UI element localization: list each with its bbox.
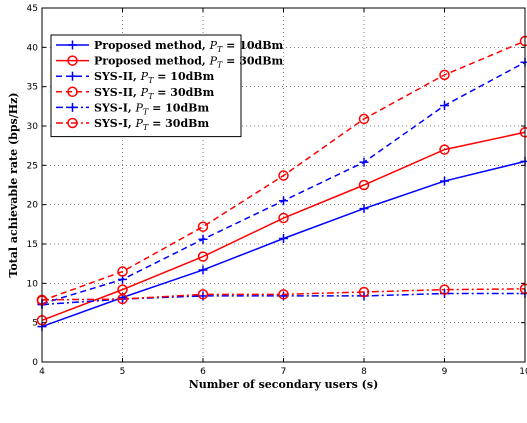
- data-point: [197, 251, 209, 262]
- x-tick-label: 4: [39, 367, 45, 377]
- data-point: [278, 170, 289, 181]
- data-point: [359, 204, 369, 214]
- data-point: [279, 196, 288, 206]
- data-point: [279, 233, 288, 243]
- legend-marker: [67, 117, 78, 129]
- data-point: [198, 265, 208, 275]
- y-axis-label: Total achievable rate (bps/Hz): [7, 92, 20, 277]
- data-point: [519, 35, 527, 47]
- legend-marker: [67, 55, 78, 66]
- legend-label: SYS-II, PT = 30dBm: [94, 86, 215, 101]
- x-axis-label: Number of secondary users (s): [189, 378, 379, 391]
- legend-marker: [68, 40, 77, 50]
- legend-item: Proposed method, PT = 30dBm: [56, 55, 283, 70]
- data-point: [278, 289, 289, 300]
- series-line: [41, 131, 526, 322]
- y-tick-label: 20: [27, 201, 39, 211]
- legend-label: Proposed method, PT = 30dBm: [94, 55, 283, 70]
- y-tick-label: 30: [27, 122, 39, 132]
- legend-item: SYS-I, PT = 10dBm: [56, 101, 209, 116]
- data-point: [439, 284, 450, 295]
- legend-marker: [68, 102, 77, 112]
- data-point: [358, 113, 370, 125]
- y-tick-label: 15: [27, 240, 38, 250]
- y-tick-label: 40: [27, 43, 39, 53]
- data-point: [520, 57, 527, 67]
- legend-label: SYS-II, PT = 10dBm: [94, 70, 215, 85]
- legend-label: SYS-I, PT = 10dBm: [94, 101, 209, 116]
- x-tick-label: 8: [361, 367, 367, 377]
- y-tick-label: 5: [32, 319, 38, 329]
- data-point: [520, 156, 527, 166]
- data-point: [439, 144, 450, 155]
- series-line: [41, 288, 526, 301]
- data-point: [440, 101, 449, 111]
- legend-item: SYS-II, PT = 10dBm: [56, 70, 215, 85]
- legend-marker: [68, 71, 77, 81]
- x-tick-label: 5: [120, 367, 126, 377]
- legend-box: [50, 34, 242, 138]
- x-tick-label: 6: [200, 367, 206, 377]
- axis-ticks: 45678910051015202530354045: [27, 4, 527, 377]
- data-point: [278, 212, 289, 224]
- data-point: [358, 286, 370, 298]
- x-tick-label: 7: [281, 367, 287, 377]
- y-tick-label: 10: [27, 279, 39, 289]
- series-line: [41, 40, 526, 302]
- data-point: [197, 289, 209, 300]
- y-tick-label: 45: [27, 4, 38, 14]
- data-point: [197, 221, 209, 232]
- data-point: [359, 157, 369, 167]
- legend-item: SYS-I, PT = 30dBm: [56, 117, 209, 132]
- x-tick-label: 9: [442, 367, 448, 377]
- y-tick-label: 35: [27, 83, 38, 93]
- data-point: [440, 176, 449, 186]
- data-point: [117, 293, 128, 305]
- data-point: [117, 266, 128, 277]
- data-point: [439, 69, 450, 81]
- series-lines: [36, 35, 527, 332]
- data-point: [358, 179, 370, 191]
- legend-label: Proposed method, PT = 10dBm: [94, 39, 283, 54]
- y-tick-label: 25: [27, 161, 38, 171]
- x-tick-label: 10: [519, 367, 527, 377]
- data-point: [198, 234, 208, 244]
- y-tick-label: 0: [32, 358, 38, 368]
- legend-label: SYS-I, PT = 30dBm: [94, 117, 209, 132]
- legend-item: SYS-II, PT = 30dBm: [56, 86, 215, 101]
- legend-item: Proposed method, PT = 10dBm: [56, 39, 283, 54]
- legend-marker: [67, 86, 78, 98]
